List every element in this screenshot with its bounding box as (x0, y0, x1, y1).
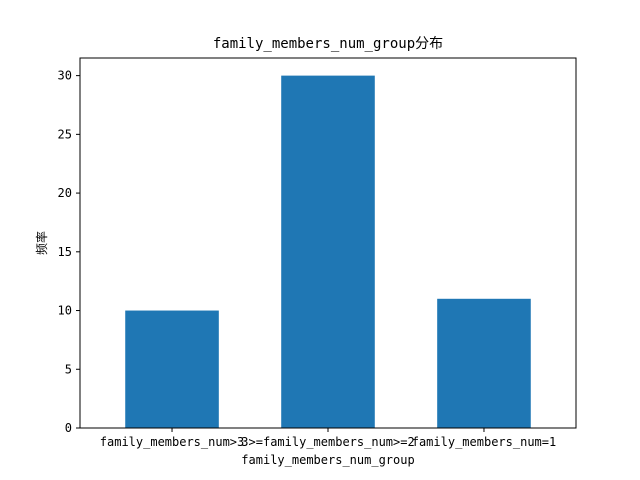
y-tick-label: 25 (58, 127, 72, 141)
y-tick-label: 20 (58, 186, 72, 200)
y-tick-label: 15 (58, 245, 72, 259)
x-tick-label: family_members_num>3 (100, 435, 245, 449)
x-tick-label: family_members_num=1 (412, 435, 557, 449)
x-axis: family_members_num>33>=family_members_nu… (100, 428, 556, 449)
x-axis-label: family_members_num_group (241, 453, 414, 467)
bar-2 (437, 298, 531, 428)
y-tick-label: 10 (58, 304, 72, 318)
x-tick-label: 3>=family_members_num>=2 (241, 435, 414, 449)
bars-group (125, 75, 531, 428)
bar-1 (281, 75, 375, 428)
chart-title: family_members_num_group分布 (213, 36, 443, 52)
y-tick-label: 30 (58, 69, 72, 83)
y-tick-label: 5 (65, 362, 72, 376)
bar-0 (125, 310, 219, 428)
y-axis: 0 5 10 15 20 25 30 (58, 69, 80, 435)
y-axis-label: 频率 (34, 231, 49, 255)
y-tick-label: 0 (65, 421, 72, 435)
